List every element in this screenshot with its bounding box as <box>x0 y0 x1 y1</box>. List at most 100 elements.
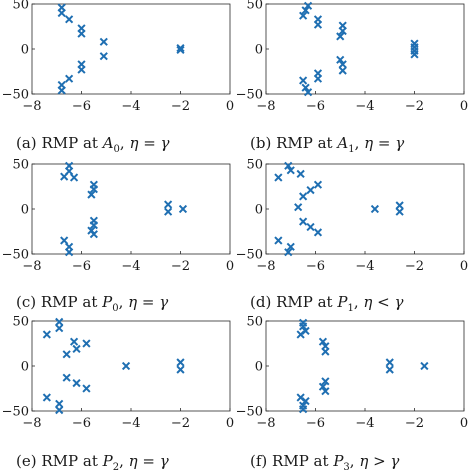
y-tick-label: −50 <box>2 405 29 420</box>
pole-marker <box>313 20 323 29</box>
x-tick-label: 0 <box>460 416 468 431</box>
panel-caption: (e) RMP at P2, η = γ <box>16 452 169 473</box>
pole-marker <box>313 228 323 237</box>
pole-marker <box>299 192 308 201</box>
caption-sub: 1 <box>348 144 354 155</box>
pole-marker <box>42 330 51 339</box>
plot-panel-e: −8 −6 −4 −2 0 50 0 −50 (e) RMP at P2, η = γ <box>2 315 235 474</box>
pole-marker <box>176 45 185 55</box>
pole-marker <box>89 230 98 239</box>
pole-marker <box>336 32 345 41</box>
pole-marker <box>164 200 173 209</box>
pole-marker <box>318 337 328 346</box>
pole-marker <box>301 83 310 92</box>
pole-marker <box>57 86 66 95</box>
caption-separator: , <box>120 134 130 152</box>
x-tick-label: −4 <box>355 416 374 431</box>
x-tick-label: −2 <box>405 259 424 274</box>
pole-marker <box>176 358 185 367</box>
x-tick-label: −2 <box>171 416 190 431</box>
caption-cond: η > γ <box>359 452 399 470</box>
y-tick-label: 50 <box>246 158 263 173</box>
pole-marker <box>99 52 108 61</box>
caption-sub: 3 <box>343 462 349 473</box>
caption-tag: (e) <box>16 452 37 470</box>
pole-marker <box>296 330 305 339</box>
pole-marker <box>299 76 308 85</box>
caption-tag: (b) <box>250 134 271 152</box>
y-tick-label: −50 <box>236 405 263 420</box>
x-tick-label: −8 <box>256 99 275 114</box>
pole-marker <box>121 361 131 371</box>
plot-panel-b: −8 −6 −4 −2 0 50 0 −50 (b) RMP at A1, η = γ <box>236 0 469 155</box>
panel-caption: (f) RMP at P3, η > γ <box>250 452 399 473</box>
caption-tag: (c) <box>16 293 36 311</box>
x-tick-label: 0 <box>460 99 468 114</box>
pole-marker <box>410 50 419 59</box>
y-tick-label: 50 <box>12 0 29 13</box>
pole-marker <box>69 337 79 346</box>
panel-caption: (c) RMP at P0, η = γ <box>16 293 168 314</box>
pole-marker <box>178 204 188 214</box>
caption-sym: A <box>101 134 114 152</box>
caption-sym: P <box>332 452 344 470</box>
caption-text: RMP at <box>276 293 332 311</box>
pole-marker <box>65 15 74 24</box>
caption-cond: η = γ <box>129 134 169 152</box>
x-tick-label: −6 <box>72 259 91 274</box>
panel-caption: (d) RMP at P1, η < γ <box>250 293 403 314</box>
caption-text: RMP at <box>41 134 97 152</box>
caption-text: RMP at <box>41 452 97 470</box>
pole-marker <box>299 322 308 331</box>
pole-marker <box>82 384 91 393</box>
y-tick-label: 0 <box>255 43 263 58</box>
x-tick-label: 0 <box>226 99 234 114</box>
caption-tag: (f) <box>250 452 267 470</box>
x-tick-label: −6 <box>72 99 91 114</box>
pole-marker <box>65 248 74 257</box>
caption-cond: η = γ <box>364 134 404 152</box>
caption-separator: , <box>119 452 129 470</box>
panel-caption: (a) RMP at A0, η = γ <box>16 134 170 155</box>
pole-marker <box>301 6 310 15</box>
pole-marker <box>55 317 64 327</box>
pole-marker <box>57 8 66 18</box>
caption-sym: P <box>336 293 348 311</box>
x-tick-label: −4 <box>355 99 374 114</box>
pole-marker <box>42 393 51 402</box>
x-tick-label: −8 <box>256 259 275 274</box>
caption-separator: , <box>350 452 360 470</box>
axes-frame <box>265 3 465 95</box>
pole-marker <box>395 207 404 216</box>
pole-marker <box>313 180 323 189</box>
axes-frame <box>265 320 465 412</box>
y-tick-label: 50 <box>12 158 29 173</box>
pole-marker <box>72 344 81 354</box>
pole-marker <box>385 365 394 374</box>
pole-marker <box>176 43 185 53</box>
x-tick-label: −8 <box>22 259 41 274</box>
caption-tag: (a) <box>16 134 37 152</box>
pole-marker <box>321 387 330 396</box>
pole-marker <box>299 405 308 414</box>
pole-marker <box>62 350 71 359</box>
x-tick-label: −8 <box>22 99 41 114</box>
pole-marker <box>274 173 283 182</box>
pole-marker <box>303 1 313 10</box>
plot-panel-d: −8 −6 −4 −2 0 50 0 −50 (d) RMP at P1, η < γ <box>236 158 469 315</box>
caption-text: RMP at <box>41 293 97 311</box>
pole-marker <box>395 201 404 210</box>
x-tick-label: 0 <box>226 259 234 274</box>
y-tick-label: 0 <box>255 360 263 375</box>
x-tick-label: −4 <box>121 99 140 114</box>
y-tick-label: 50 <box>12 315 29 330</box>
pole-marker <box>385 358 394 367</box>
pole-marker <box>164 207 173 216</box>
pole-marker <box>77 29 86 38</box>
x-tick-label: −4 <box>121 416 140 431</box>
pole-marker <box>306 185 315 195</box>
pole-marker <box>338 66 347 75</box>
y-tick-label: 0 <box>21 203 29 218</box>
